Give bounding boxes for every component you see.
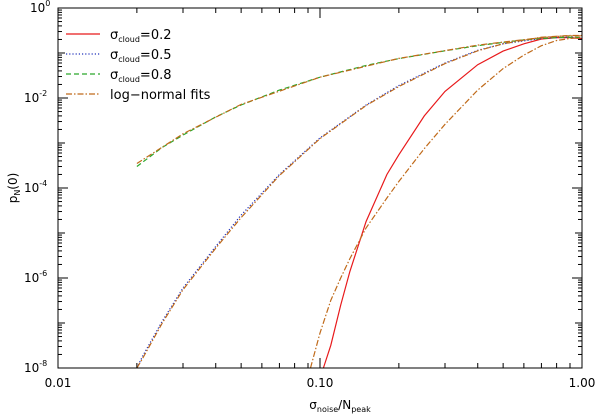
y-tick-label: 10-6 — [24, 269, 47, 285]
tick-labels: 0.01 0.10 1.00 100 10-2 10-4 10-6 10-8 — [24, 0, 595, 390]
series-line-1 — [136, 36, 583, 369]
legend-label-3: log−normal fits — [110, 88, 211, 103]
x-tick-label: 0.01 — [45, 376, 72, 390]
chart-axes — [57, 7, 583, 369]
y-tick-label: 100 — [30, 0, 50, 15]
x-tick-label: 0.10 — [307, 376, 334, 390]
legend-label-0: σcloud=0.2 — [110, 28, 172, 44]
y-tick-label: 10-4 — [24, 179, 47, 195]
series-line-2 — [136, 36, 583, 167]
series-line-3-2 — [309, 37, 583, 369]
chart-curves — [136, 34, 583, 369]
y-tick-label: 10-2 — [24, 89, 47, 105]
x-axis-title: σnoise/Npeak — [309, 398, 371, 414]
legend-label-2: σcloud=0.8 — [110, 68, 172, 84]
y-axis-title: pN(0) — [6, 173, 22, 204]
legend-label-1: σcloud=0.5 — [110, 48, 172, 64]
legend: σcloud=0.2 σcloud=0.5 σcloud=0.8 log−normal… — [66, 28, 211, 103]
series-line-3 — [136, 34, 582, 165]
y-tick-label: 10-8 — [24, 359, 47, 375]
series-line-3-1 — [136, 35, 582, 369]
x-tick-label: 1.00 — [569, 376, 596, 390]
series-line-0 — [322, 37, 583, 369]
